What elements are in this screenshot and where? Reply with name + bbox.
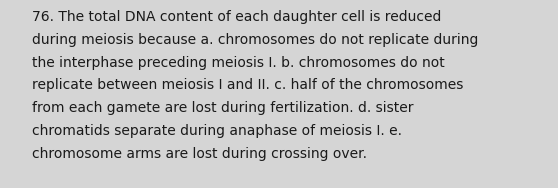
Text: from each gamete are lost during fertilization. d. sister: from each gamete are lost during fertili… [32,101,413,115]
Text: chromatids separate during anaphase of meiosis I. e.: chromatids separate during anaphase of m… [32,124,402,138]
Text: replicate between meiosis I and II. c. half of the chromosomes: replicate between meiosis I and II. c. h… [32,78,463,92]
Text: 76. The total DNA content of each daughter cell is reduced: 76. The total DNA content of each daught… [32,10,441,24]
Text: the interphase preceding meiosis I. b. chromosomes do not: the interphase preceding meiosis I. b. c… [32,56,445,70]
Text: during meiosis because a. chromosomes do not replicate during: during meiosis because a. chromosomes do… [32,33,478,47]
Text: chromosome arms are lost during crossing over.: chromosome arms are lost during crossing… [32,147,367,161]
